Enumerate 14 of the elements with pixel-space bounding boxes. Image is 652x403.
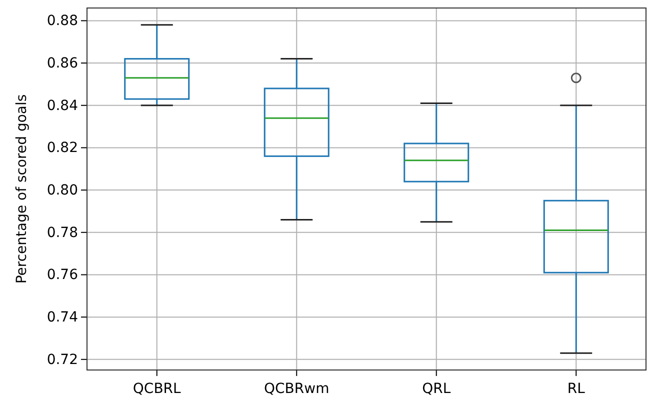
- x-tick-label: QCBRwm: [264, 381, 330, 397]
- x-tick-label: QCBRL: [132, 381, 182, 397]
- y-tick-label: 0.88: [46, 13, 78, 30]
- x-tick-label: RL: [567, 381, 586, 397]
- y-axis-title: Percentage of scored goals: [14, 94, 30, 284]
- y-tick-label: 0.78: [46, 224, 78, 241]
- y-tick-label: 0.76: [46, 267, 78, 284]
- y-tick-label: 0.82: [46, 140, 78, 156]
- y-tick-label: 0.74: [46, 310, 78, 326]
- y-tick-label: 0.72: [46, 352, 78, 368]
- y-tick-label: 0.86: [46, 56, 78, 72]
- y-tick-label: 0.80: [46, 182, 78, 199]
- y-tick-label: 0.84: [46, 98, 78, 114]
- x-tick-label: QRL: [422, 381, 451, 397]
